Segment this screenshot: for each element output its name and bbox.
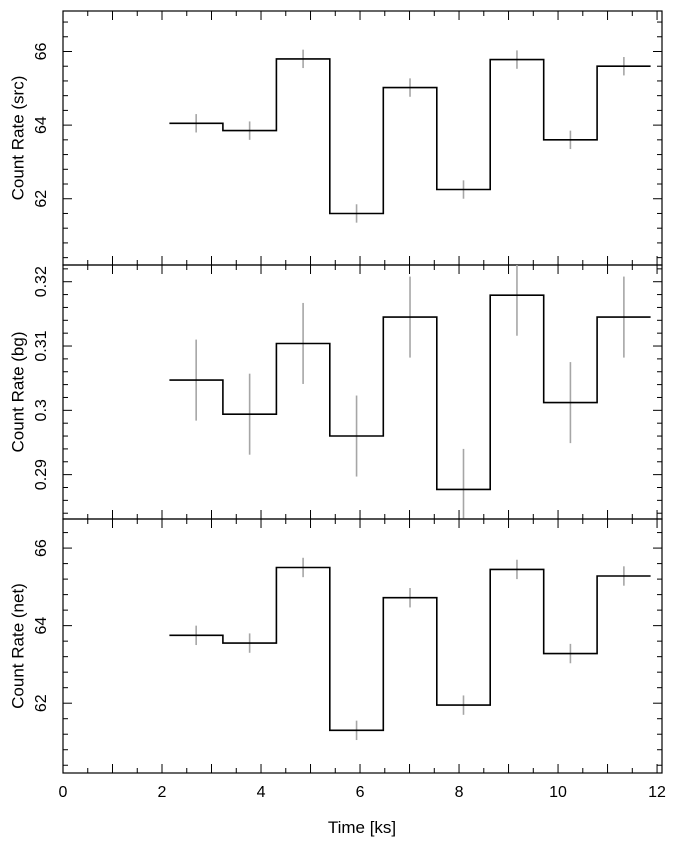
y-tick-label: 66 bbox=[33, 42, 50, 60]
y-axis-title: Count Rate (net) bbox=[8, 583, 27, 709]
y-tick-label: 0.31 bbox=[33, 330, 50, 361]
x-tick-label: 8 bbox=[455, 784, 464, 801]
x-axis-title: Time [ks] bbox=[328, 818, 396, 837]
y-tick-label: 62 bbox=[33, 694, 50, 712]
panel-frame bbox=[62, 264, 663, 520]
y-tick-label: 0.29 bbox=[33, 459, 50, 490]
x-tick-label: 10 bbox=[549, 784, 567, 801]
light-curve-step-line bbox=[169, 566, 651, 732]
y-tick-label: 64 bbox=[33, 116, 50, 134]
x-tick-label: 4 bbox=[257, 784, 266, 801]
panel-bg: 0.29 0.3 0.31 0.32 Count Rate (bg) bbox=[8, 264, 663, 520]
light-curve-step-line bbox=[169, 58, 651, 215]
light-curve-step-line bbox=[169, 294, 651, 491]
x-tick-label: 0 bbox=[59, 784, 68, 801]
panel-net: 62 64 66 Count Rate (net) 0 2 4 6 8 10 12 bbox=[8, 518, 666, 801]
y-axis-title: Count Rate (src) bbox=[8, 76, 27, 201]
panel-frame bbox=[62, 10, 663, 266]
x-tick-label: 12 bbox=[648, 784, 666, 801]
y-tick-label: 0.3 bbox=[33, 399, 50, 421]
panel-frame bbox=[62, 518, 663, 774]
x-tick-label: 2 bbox=[158, 784, 167, 801]
y-tick-label: 0.32 bbox=[33, 266, 50, 297]
y-axis-title: Count Rate (bg) bbox=[8, 332, 27, 453]
y-tick-label: 66 bbox=[33, 539, 50, 557]
x-tick-label: 6 bbox=[356, 784, 365, 801]
panel-src: 62 64 66 Count Rate (src) bbox=[8, 10, 663, 266]
y-tick-label: 64 bbox=[33, 617, 50, 635]
y-tick-label: 62 bbox=[33, 190, 50, 208]
